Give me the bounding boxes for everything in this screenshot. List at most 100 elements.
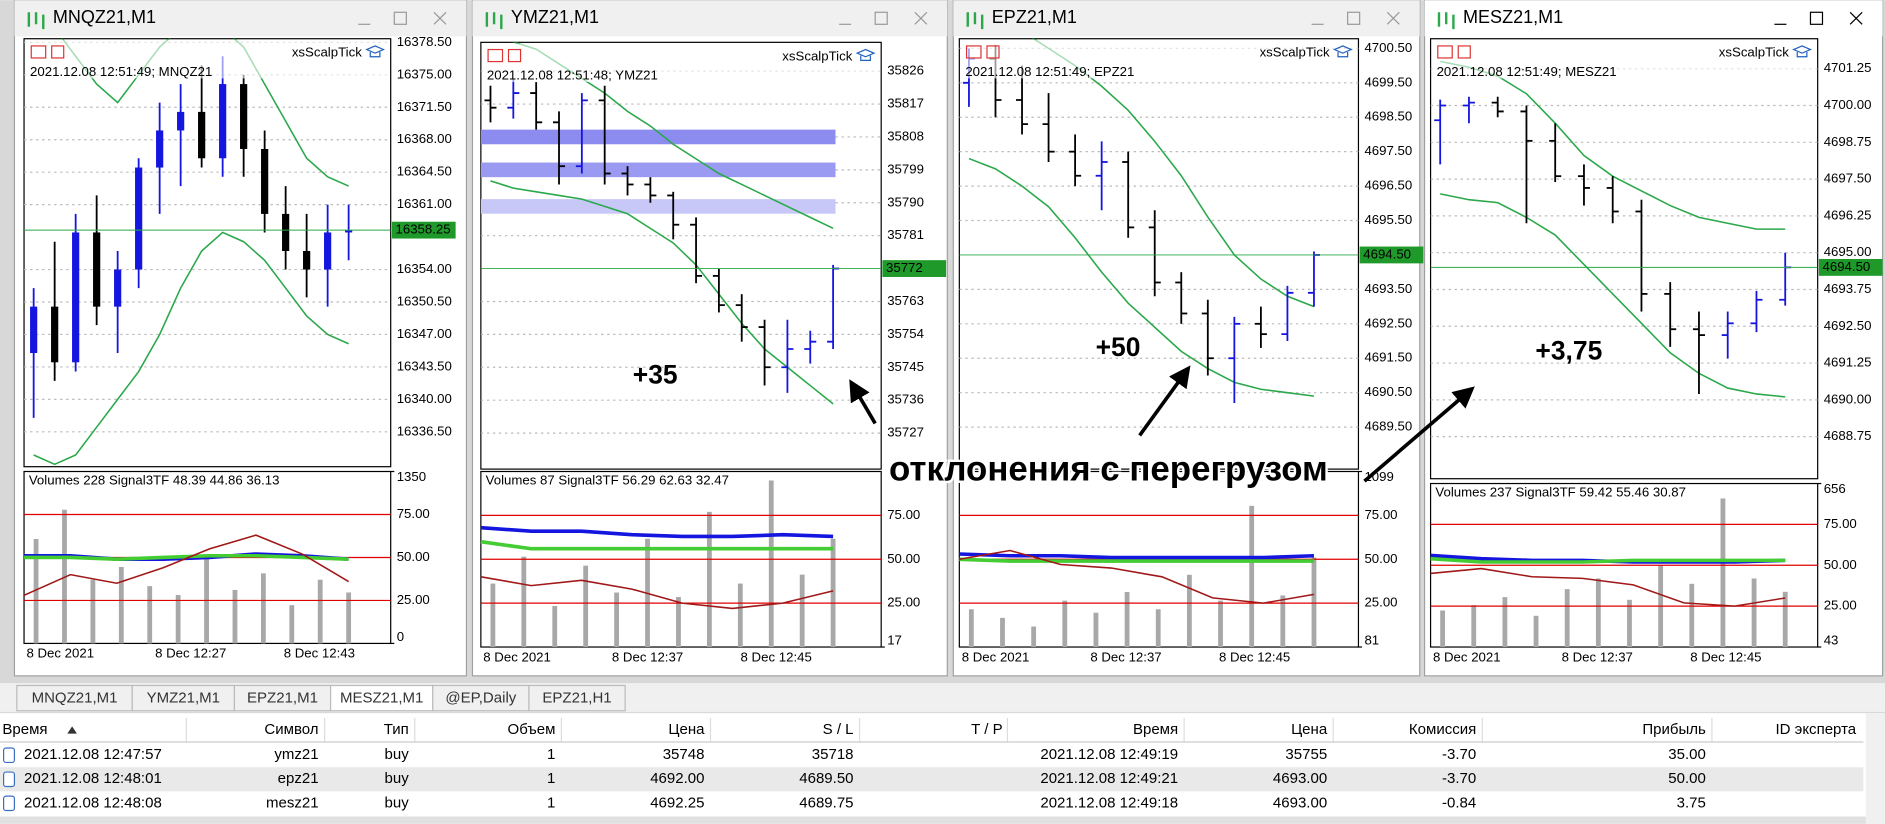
note: отклонения с перегрузом <box>889 450 1328 489</box>
cell[interactable]: buy <box>385 770 410 787</box>
cell[interactable]: 2021.12.08 12:48:01 <box>24 770 162 787</box>
cell[interactable]: buy <box>385 794 410 811</box>
tab[interactable] <box>16 684 133 712</box>
y-tick-label: 16343.50 <box>397 358 452 373</box>
close-button[interactable] <box>1386 11 1400 25</box>
cell[interactable]: 35748 <box>663 746 705 763</box>
indicator-line <box>480 525 834 539</box>
y-tick-label: 16364.50 <box>397 164 452 179</box>
tool-icon <box>507 48 522 63</box>
close-button[interactable] <box>433 11 447 25</box>
cell[interactable]: epz21 <box>278 770 319 787</box>
maximize-button[interactable] <box>1347 11 1361 25</box>
cell[interactable]: 2021.12.08 12:48:08 <box>24 794 162 811</box>
ind-tick-label: 75.00 <box>1824 516 1857 531</box>
y-tick-label: 4693.75 <box>1824 281 1872 296</box>
maximize-button[interactable] <box>1809 11 1824 25</box>
column-header[interactable]: Тип <box>384 721 409 738</box>
volume-bar <box>799 574 805 648</box>
cell[interactable]: mesz21 <box>266 794 319 811</box>
y-tick-label: 4696.50 <box>1364 178 1412 193</box>
y-tick-label: 35736 <box>887 392 924 407</box>
tab[interactable] <box>131 684 236 712</box>
cell[interactable]: 3.75 <box>1677 794 1706 811</box>
y-tick-label: 16336.50 <box>397 423 452 438</box>
cell[interactable]: 4693.00 <box>1273 770 1327 787</box>
cell[interactable]: 4692.25 <box>650 794 704 811</box>
tab[interactable] <box>233 684 332 712</box>
trade-table: Время Символ Тип Объем Цена S / L T / P Время Це… <box>0 713 1885 824</box>
cell[interactable]: 4689.75 <box>799 794 853 811</box>
current-price-box <box>882 260 947 277</box>
cell[interactable]: buy <box>385 746 410 763</box>
cell[interactable]: 35755 <box>1285 746 1327 763</box>
y-tick-label: 4700.00 <box>1824 97 1872 112</box>
tab-label[interactable]: MESZ21,M1 <box>340 690 423 707</box>
title-bar <box>472 0 948 37</box>
window-title: EPZ21,M1 <box>992 7 1077 27</box>
row-icon[interactable] <box>3 795 16 812</box>
chart-area <box>958 38 1360 470</box>
candle-body <box>219 84 227 159</box>
plot <box>480 42 882 434</box>
column-header[interactable]: Символ <box>264 721 318 738</box>
column-header[interactable]: Цена <box>668 721 705 738</box>
tab-label[interactable]: YMZ21,M1 <box>147 690 220 707</box>
maximize-button[interactable] <box>874 11 888 25</box>
cell[interactable]: 2021.12.08 12:49:19 <box>1040 746 1178 763</box>
cell[interactable]: 1 <box>547 794 555 811</box>
cell[interactable]: -0.84 <box>1442 794 1476 811</box>
column-header[interactable]: T / P <box>971 721 1002 738</box>
tab-label[interactable]: @EP,Daily <box>445 690 516 707</box>
cell[interactable]: -3.70 <box>1442 746 1476 763</box>
tool-icon <box>965 45 982 59</box>
current-price-label: 16358.25 <box>396 222 451 237</box>
tab-label[interactable]: EPZ21,M1 <box>247 690 318 707</box>
volume-bar <box>968 609 974 648</box>
cell[interactable]: 2021.12.08 12:47:57 <box>24 746 162 763</box>
volume-bar <box>232 589 238 644</box>
info-bg <box>960 39 1358 79</box>
cell[interactable]: 35718 <box>812 746 854 763</box>
tab[interactable] <box>432 684 530 712</box>
result-label: +3,75 <box>1535 335 1602 365</box>
column-header[interactable]: ID эксперта <box>1775 721 1856 738</box>
volume-bar <box>175 595 181 644</box>
tab[interactable] <box>329 684 434 712</box>
scrollbar[interactable] <box>1865 713 1885 824</box>
column-header[interactable]: Время <box>2 721 47 738</box>
chart-info: 2021.12.08 12:51:49; EPZ21 <box>965 64 1134 79</box>
cell[interactable]: 2021.12.08 12:49:21 <box>1040 770 1178 787</box>
cell[interactable]: 4693.00 <box>1273 794 1327 811</box>
tab-label[interactable]: MNQZ21,M1 <box>32 690 118 707</box>
volume-bar <box>1440 610 1446 648</box>
cell[interactable]: 35.00 <box>1668 746 1706 763</box>
cell[interactable]: 1 <box>547 770 555 787</box>
band-line <box>33 231 349 466</box>
column-header[interactable]: Цена <box>1291 721 1328 738</box>
y-tick-label: 4692.50 <box>1364 315 1412 330</box>
cell[interactable]: 1 <box>547 746 555 763</box>
maximize-button[interactable] <box>393 11 407 25</box>
column-header[interactable]: Комиссия <box>1409 721 1476 738</box>
ind-tick-label: 50.00 <box>1824 557 1857 572</box>
cell[interactable]: ymz21 <box>274 746 318 763</box>
row-icon[interactable] <box>3 771 16 788</box>
indicator-icon <box>365 45 386 58</box>
column-header[interactable]: Объем <box>508 721 556 738</box>
cell[interactable]: 4692.00 <box>650 770 704 787</box>
column-header[interactable]: Время <box>1133 721 1178 738</box>
cell[interactable]: 2021.12.08 12:49:18 <box>1040 794 1178 811</box>
close-button[interactable] <box>1849 11 1863 25</box>
cell[interactable]: 50.00 <box>1668 770 1706 787</box>
tab-label[interactable]: EPZ21,H1 <box>542 690 611 707</box>
tab[interactable] <box>528 684 626 712</box>
column-header[interactable]: S / L <box>823 721 854 738</box>
y-tick-label: 35790 <box>887 194 924 209</box>
column-header[interactable]: Прибыль <box>1642 721 1706 738</box>
cell[interactable]: -3.70 <box>1442 770 1476 787</box>
row-icon[interactable] <box>3 747 16 764</box>
cell[interactable]: 4689.50 <box>799 770 853 787</box>
close-button[interactable] <box>914 11 928 25</box>
indicator-name: xsScalpTick <box>782 48 852 63</box>
